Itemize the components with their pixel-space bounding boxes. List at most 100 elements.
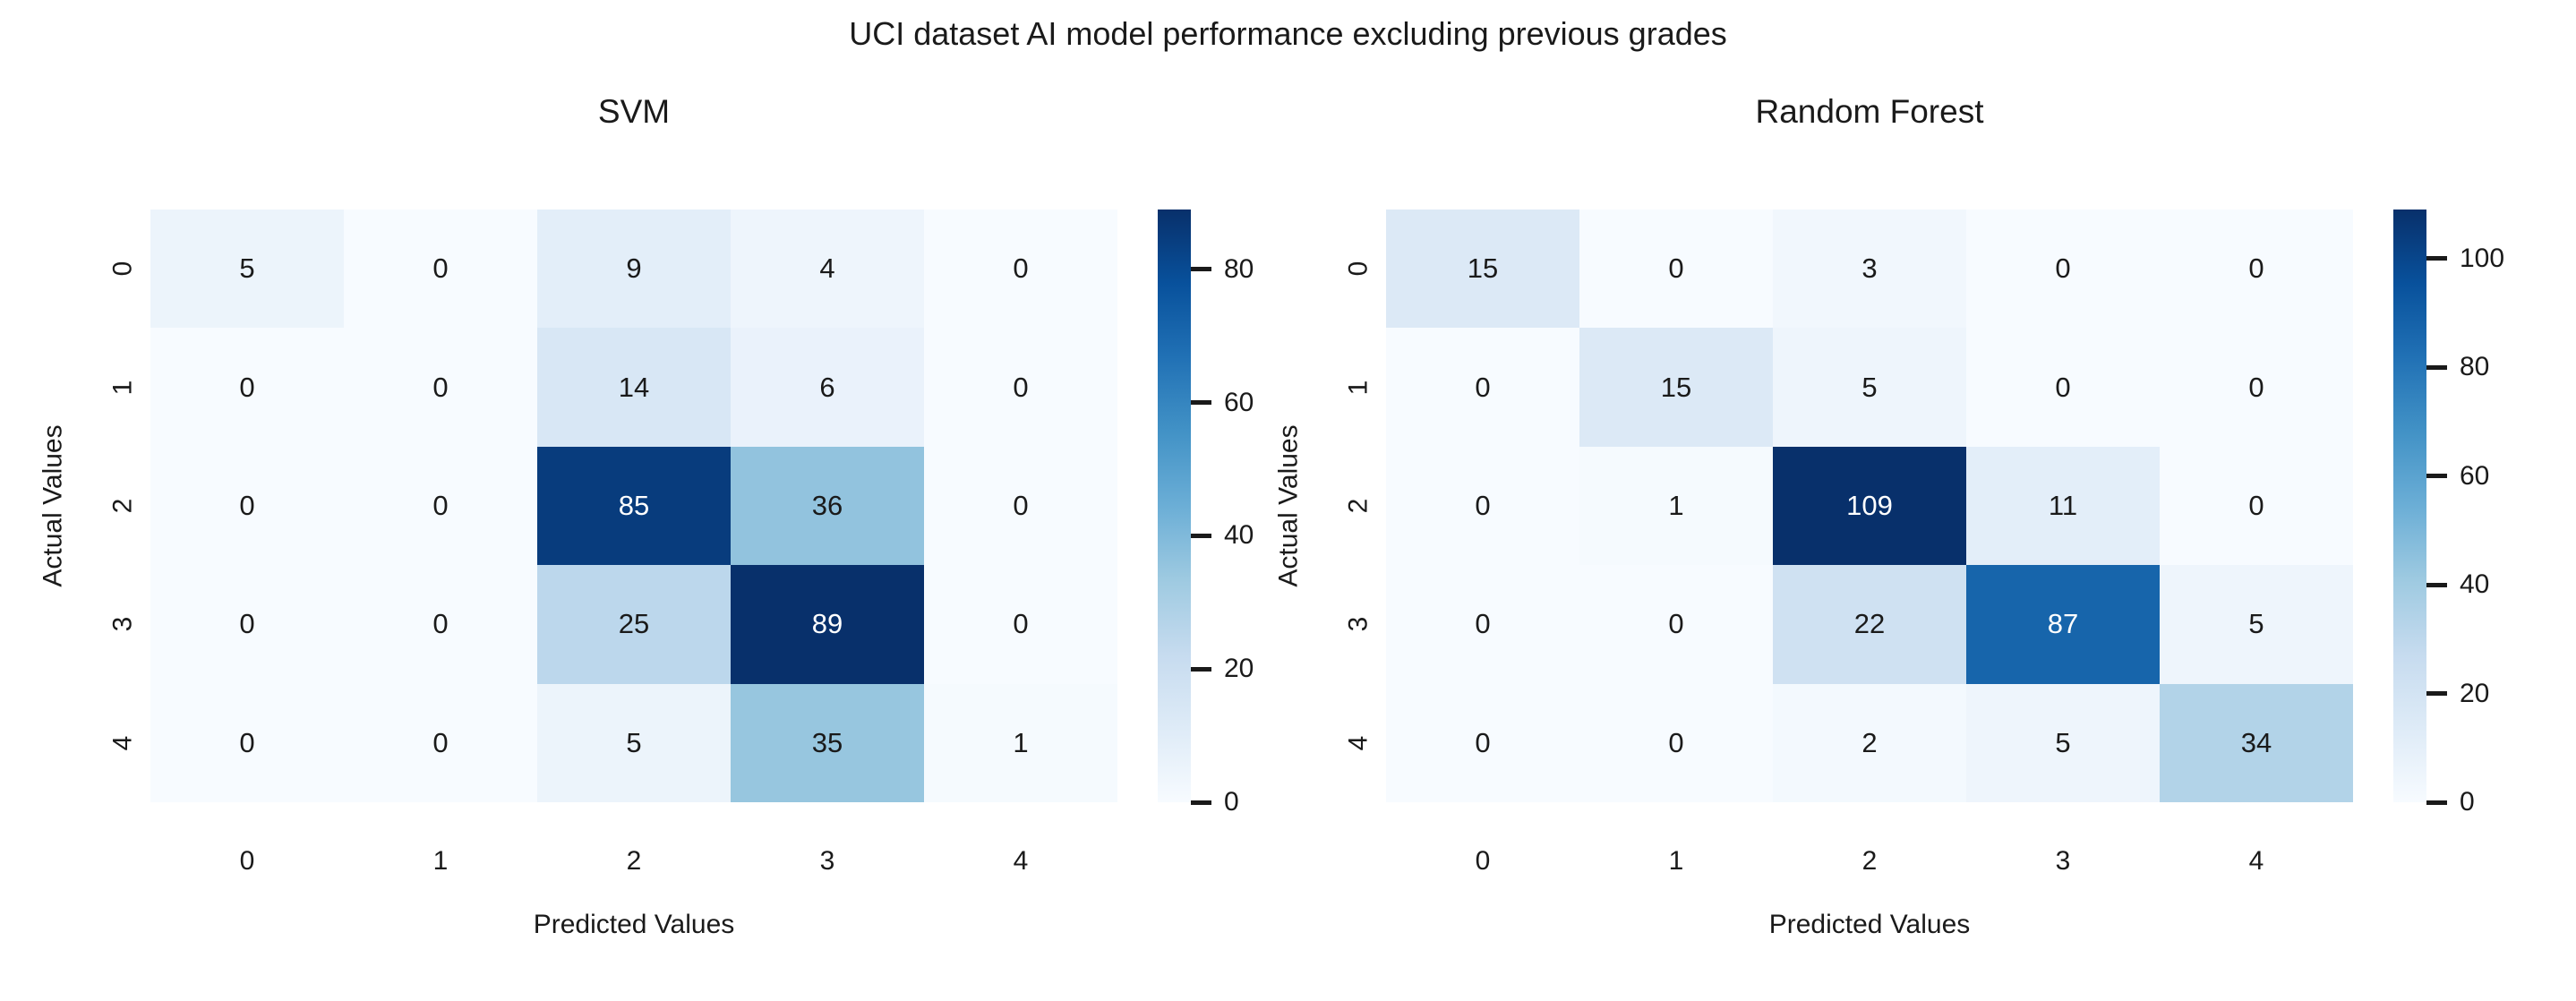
colorbar-tick-mark xyxy=(2426,364,2447,370)
heatmap-cell: 1 xyxy=(1579,446,1773,566)
x-tick-label: 4 xyxy=(1013,846,1029,876)
heatmap-cell: 2 xyxy=(1773,683,1966,802)
heatmap-cell: 0 xyxy=(1966,210,2160,329)
heatmap-cell: 0 xyxy=(1966,328,2160,447)
heatmap-cell: 5 xyxy=(1966,683,2160,802)
heatmap-grid: 15 0 3 0 0 0 15 5 0 0 0 1 109 11 0 0 0 22 87 5 0 0 2 5 34 xyxy=(1386,210,2353,802)
x-axis-label: Predicted Values xyxy=(1768,910,1971,939)
heatmap-cell: 11 xyxy=(1966,446,2160,566)
x-axis-ticks: 0 1 2 3 4 xyxy=(150,838,1117,885)
panel-title: SVM xyxy=(597,93,671,130)
colorbar-tick-mark xyxy=(1191,533,1211,538)
y-tick-label: 4 xyxy=(1343,735,1373,751)
heatmap-cell: 0 xyxy=(150,683,344,802)
heatmap-cell: 5 xyxy=(537,683,731,802)
heatmap-cell: 0 xyxy=(2160,210,2353,329)
y-axis-label: Actual Values xyxy=(34,210,73,802)
heatmap-cell: 0 xyxy=(150,565,344,684)
heatmap-cell: 25 xyxy=(537,565,731,684)
heatmap-cell: 22 xyxy=(1773,565,1966,684)
heatmap-cell: 15 xyxy=(1579,328,1773,447)
y-tick-label: 2 xyxy=(107,498,137,514)
heatmap-cell: 0 xyxy=(2160,328,2353,447)
y-axis-label: Actual Values xyxy=(1270,210,1309,802)
x-axis-label: Predicted Values xyxy=(533,910,735,939)
colorbar xyxy=(2393,210,2426,802)
heatmap-cell: 0 xyxy=(1386,565,1579,684)
x-tick-label: 3 xyxy=(2055,846,2071,876)
heatmap-cell: 0 xyxy=(344,446,537,566)
colorbar-ticks: 0 20 40 60 80 100 xyxy=(2393,210,2504,817)
y-axis-ticks: 0 1 2 3 4 xyxy=(1338,210,1379,802)
y-tick-label: 1 xyxy=(1343,380,1373,395)
colorbar xyxy=(1158,210,1191,802)
x-tick-label: 0 xyxy=(1475,846,1491,876)
colorbar-tick-label: 0 xyxy=(1224,787,1239,817)
heatmap-cell: 36 xyxy=(731,446,924,566)
colorbar-tick-mark xyxy=(1191,400,1211,406)
heatmap-cell: 15 xyxy=(1386,210,1579,329)
colorbar-tick-mark xyxy=(1191,800,1211,805)
heatmap-cell: 0 xyxy=(924,328,1117,447)
colorbar-tick-label: 100 xyxy=(2460,243,2505,273)
colorbar-tick-mark xyxy=(2426,691,2447,697)
heatmap-cell: 1 xyxy=(924,683,1117,802)
panel-title: Random Forest xyxy=(1755,93,1984,130)
colorbar-tick-mark xyxy=(2426,800,2447,805)
heatmap-cell: 5 xyxy=(2160,565,2353,684)
heatmap-cell: 0 xyxy=(344,683,537,802)
y-tick-label: 1 xyxy=(107,380,137,395)
y-axis-label-text: Actual Values xyxy=(1274,424,1304,587)
colorbar-tick-label: 80 xyxy=(2460,352,2490,382)
heatmap-cell: 0 xyxy=(2160,446,2353,566)
heatmap-cell: 3 xyxy=(1773,210,1966,329)
figure-title: UCI dataset AI model performance excludi… xyxy=(849,15,1727,52)
x-tick-label: 0 xyxy=(239,846,255,876)
x-tick-label: 1 xyxy=(432,846,449,876)
heatmap-cell: 0 xyxy=(924,210,1117,329)
colorbar-tick-mark xyxy=(1191,267,1211,272)
y-tick-label: 0 xyxy=(107,261,137,277)
colorbar-tick-mark xyxy=(2426,256,2447,261)
colorbar-tick-label: 20 xyxy=(1224,654,1254,684)
y-tick-label: 3 xyxy=(107,617,137,632)
colorbar-tick-label: 60 xyxy=(1224,387,1254,417)
heatmap-cell: 5 xyxy=(1773,328,1966,447)
colorbar-tick-label: 80 xyxy=(1224,253,1254,284)
y-axis-ticks: 0 1 2 3 4 xyxy=(102,210,143,802)
heatmap-cell: 4 xyxy=(731,210,924,329)
heatmap-grid: 5 0 9 4 0 0 0 14 6 0 0 0 85 36 0 0 0 25 89 0 0 0 5 35 1 xyxy=(150,210,1117,802)
heatmap-cell: 34 xyxy=(2160,683,2353,802)
heatmap-cell: 85 xyxy=(537,446,731,566)
heatmap-cell: 0 xyxy=(344,210,537,329)
colorbar-tick-label: 20 xyxy=(2460,678,2490,708)
heatmap-cell: 0 xyxy=(1579,565,1773,684)
colorbar-tick-mark xyxy=(1191,666,1211,672)
heatmap-cell: 0 xyxy=(1386,683,1579,802)
y-tick-label: 2 xyxy=(1343,498,1373,514)
heatmap-cell: 35 xyxy=(731,683,924,802)
colorbar-tick-mark xyxy=(2426,474,2447,479)
x-axis-ticks: 0 1 2 3 4 xyxy=(1386,838,2353,885)
heatmap-cell: 0 xyxy=(344,328,537,447)
heatmap-cell: 0 xyxy=(344,565,537,684)
y-axis-label-text: Actual Values xyxy=(39,424,68,587)
heatmap-cell: 5 xyxy=(150,210,344,329)
heatmap-cell: 89 xyxy=(731,565,924,684)
x-tick-label: 1 xyxy=(1668,846,1684,876)
heatmap-cell: 0 xyxy=(924,565,1117,684)
heatmap-cell: 0 xyxy=(1579,210,1773,329)
x-tick-label: 3 xyxy=(819,846,835,876)
colorbar-tick-label: 40 xyxy=(2460,569,2490,600)
x-tick-label: 2 xyxy=(1861,846,1878,876)
heatmap-cell: 0 xyxy=(924,446,1117,566)
heatmap-cell: 87 xyxy=(1966,565,2160,684)
colorbar-tick-mark xyxy=(2426,582,2447,587)
colorbar-tick-label: 40 xyxy=(1224,520,1254,551)
heatmap-cell: 6 xyxy=(731,328,924,447)
heatmap-cell: 14 xyxy=(537,328,731,447)
y-tick-label: 3 xyxy=(1343,617,1373,632)
x-tick-label: 4 xyxy=(2248,846,2264,876)
